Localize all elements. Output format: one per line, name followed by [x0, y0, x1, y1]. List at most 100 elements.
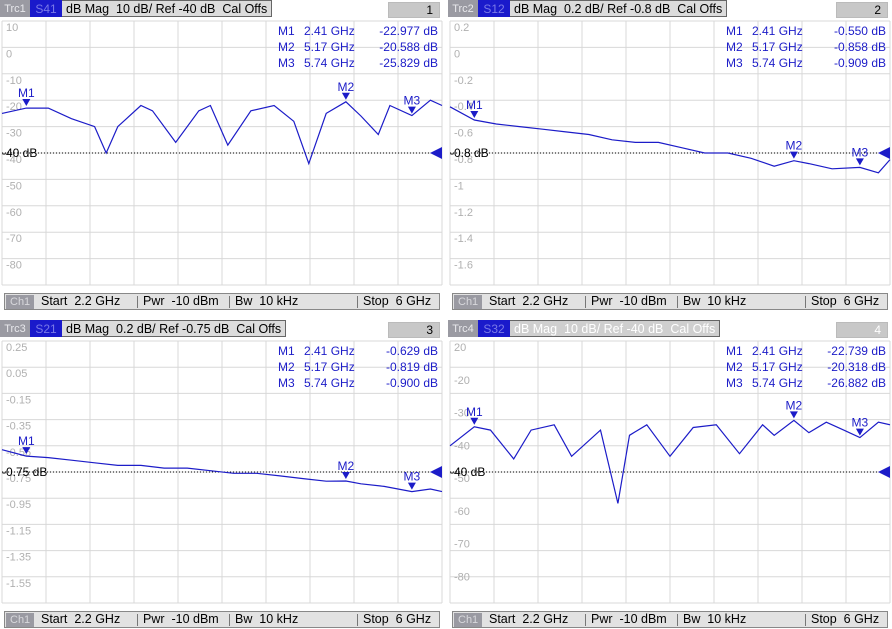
plot-area[interactable]: 20 -20 -30 -40 -50 -60 -70 -80 -90 -40 dB M1 M2 M3 M1… [448, 339, 892, 605]
marker-readout-name: M1 [278, 24, 295, 38]
marker-triangle [341, 92, 350, 100]
y-tick-label: -50 [454, 473, 470, 485]
marker-readout-name: M3 [278, 56, 295, 70]
marker-readout-name: M2 [278, 40, 295, 54]
channel-label[interactable]: Ch1 [6, 613, 35, 627]
reference-label: -40 dB [450, 465, 485, 479]
trace-format[interactable]: dB Mag 10 dB/ Ref -40 dB Cal Offs [62, 0, 273, 17]
trace-header-4[interactable]: Trc4 S32 dB Mag 10 dB/ Ref -40 dB Cal Of… [448, 320, 721, 337]
y-tick-label: -70 [454, 539, 470, 551]
power-level[interactable]: Pwr -10 dBm [143, 612, 219, 626]
start-frequency[interactable]: Start 2.2 GHz [489, 612, 569, 626]
trace-format[interactable]: dB Mag 10 dB/ Ref -40 dB Cal Offs [510, 320, 721, 337]
marker-readout-value: -0.629 dB [386, 344, 438, 358]
marker-readout-freq: 5.74 GHz [752, 56, 803, 70]
marker-label: M2 [338, 459, 355, 473]
stop-frequency[interactable]: Stop 6 GHz [363, 612, 432, 626]
plot-area[interactable]: 100-10-20-30-40-50-60-70-80-90-40 dBM1M2… [0, 19, 444, 287]
marker-label: M3 [404, 94, 421, 108]
stop-frequency[interactable]: Stop 6 GHz [811, 294, 880, 308]
trace-label[interactable]: Trc2 [448, 0, 478, 17]
marker-label: M2 [786, 139, 803, 153]
trace-label[interactable]: Trc1 [0, 0, 30, 17]
marker-readout-freq: 2.41 GHz [304, 344, 355, 358]
start-frequency[interactable]: Start 2.2 GHz [41, 612, 121, 626]
marker-label: M3 [852, 145, 869, 159]
power-level[interactable]: Pwr -10 dBm [143, 294, 219, 308]
y-tick-label: -1.55 [6, 578, 31, 590]
channel-footer: Ch1 Start 2.2 GHz Pwr -10 dBm Bw 10 kHz … [4, 293, 440, 310]
marker-label: M2 [786, 398, 803, 412]
marker-readout-freq: 5.74 GHz [752, 376, 803, 390]
marker-readout-name: M3 [278, 376, 295, 390]
diagram-4[interactable]: Trc4 S32 dB Mag 10 dB/ Ref -40 dB Cal Of… [448, 320, 892, 629]
channel-label[interactable]: Ch1 [454, 613, 483, 627]
bandwidth[interactable]: Bw 10 kHz [683, 294, 747, 308]
y-tick-label: 0.25 [6, 342, 27, 354]
marker-label: M1 [18, 434, 35, 448]
trace-line [1, 449, 443, 493]
marker-triangle [407, 482, 416, 490]
marker-triangle [789, 151, 798, 159]
marker-readout-freq: 2.41 GHz [752, 24, 803, 38]
trace-format[interactable]: dB Mag 0.2 dB/ Ref -0.75 dB Cal Offs [62, 320, 287, 337]
y-tick-label: -0.35 [6, 421, 31, 433]
y-tick-label: -10 [6, 75, 22, 87]
reference-arrow [430, 466, 442, 478]
stop-frequency[interactable]: Stop 6 GHz [363, 294, 432, 308]
power-level[interactable]: Pwr -10 dBm [591, 612, 667, 626]
stop-frequency[interactable]: Stop 6 GHz [811, 612, 880, 626]
trace-label[interactable]: Trc3 [0, 320, 30, 337]
trace-header-3[interactable]: Trc3 S21 dB Mag 0.2 dB/ Ref -0.75 dB Cal… [0, 320, 287, 337]
bandwidth[interactable]: Bw 10 kHz [235, 612, 299, 626]
marker-readout-value: -0.550 dB [834, 24, 886, 38]
start-frequency[interactable]: Start 2.2 GHz [41, 294, 121, 308]
s-parameter-label[interactable]: S32 [478, 320, 510, 337]
power-level[interactable]: Pwr -10 dBm [591, 294, 667, 308]
reference-label: -0.8 dB [450, 146, 489, 160]
marker-triangle [470, 111, 479, 118]
marker-readout-freq: 2.41 GHz [752, 344, 803, 358]
diagram-2[interactable]: Trc2 S12 dB Mag 0.2 dB/ Ref -0.8 dB Cal … [448, 0, 892, 312]
reference-label: -40 dB [2, 146, 37, 160]
y-tick-label: -60 [6, 207, 22, 219]
diagram-1[interactable]: Trc1 S41 dB Mag 10 dB/ Ref -40 dB Cal Of… [0, 0, 444, 312]
plot-area[interactable]: 0.250.05-0.15-0.35-0.55-0.75-0.95-1.15-1… [0, 339, 444, 605]
y-tick-label: -0.75 [6, 473, 31, 485]
diagram-3[interactable]: Trc3 S21 dB Mag 0.2 dB/ Ref -0.75 dB Cal… [0, 320, 444, 629]
channel-label[interactable]: Ch1 [6, 295, 35, 309]
y-tick-label: -90 [454, 604, 470, 605]
start-frequency[interactable]: Start 2.2 GHz [489, 294, 569, 308]
y-tick-label: 20 [454, 342, 466, 354]
marker-readout-value: -0.858 dB [834, 40, 886, 54]
window-number: 2 [836, 2, 888, 18]
s-parameter-label[interactable]: S41 [30, 0, 62, 17]
bandwidth[interactable]: Bw 10 kHz [683, 612, 747, 626]
plot-area[interactable]: 0.2 0 -0.2 -0.4 -0.6 -0.8 -1 -1.2 -1.4 -1.6 -1.8 -0… [448, 19, 892, 287]
marker-readout-value: -20.318 dB [827, 360, 886, 374]
y-tick-label: -1.75 [6, 604, 31, 605]
y-tick-label: -70 [6, 233, 22, 245]
trace-format[interactable]: dB Mag 0.2 dB/ Ref -0.8 dB Cal Offs [510, 0, 728, 17]
marker-readout-name: M2 [726, 40, 743, 54]
trace-header-1[interactable]: Trc1 S41 dB Mag 10 dB/ Ref -40 dB Cal Of… [0, 0, 273, 17]
marker-readout-value: -0.909 dB [834, 56, 886, 70]
channel-label[interactable]: Ch1 [454, 295, 483, 309]
trace-label[interactable]: Trc4 [448, 320, 478, 337]
y-tick-label: -0.8 [454, 154, 473, 166]
y-tick-label: -20 [454, 375, 470, 387]
y-tick-label: -60 [454, 506, 470, 518]
marker-triangle [855, 158, 864, 166]
window-number: 4 [836, 322, 888, 338]
y-tick-label: 0 [454, 48, 460, 60]
bandwidth[interactable]: Bw 10 kHz [235, 294, 299, 308]
trace-line [449, 419, 891, 504]
y-tick-label: -0.95 [6, 499, 31, 511]
channel-footer: Ch1 Start 2.2 GHz Pwr -10 dBm Bw 10 kHz … [452, 611, 888, 628]
marker-readout-name: M1 [726, 24, 743, 38]
y-tick-label: -0.15 [6, 394, 31, 406]
trace-header-2[interactable]: Trc2 S12 dB Mag 0.2 dB/ Ref -0.8 dB Cal … [448, 0, 728, 17]
s-parameter-label[interactable]: S21 [30, 320, 62, 337]
s-parameter-label[interactable]: S12 [478, 0, 510, 17]
marker-readout-name: M3 [726, 56, 743, 70]
